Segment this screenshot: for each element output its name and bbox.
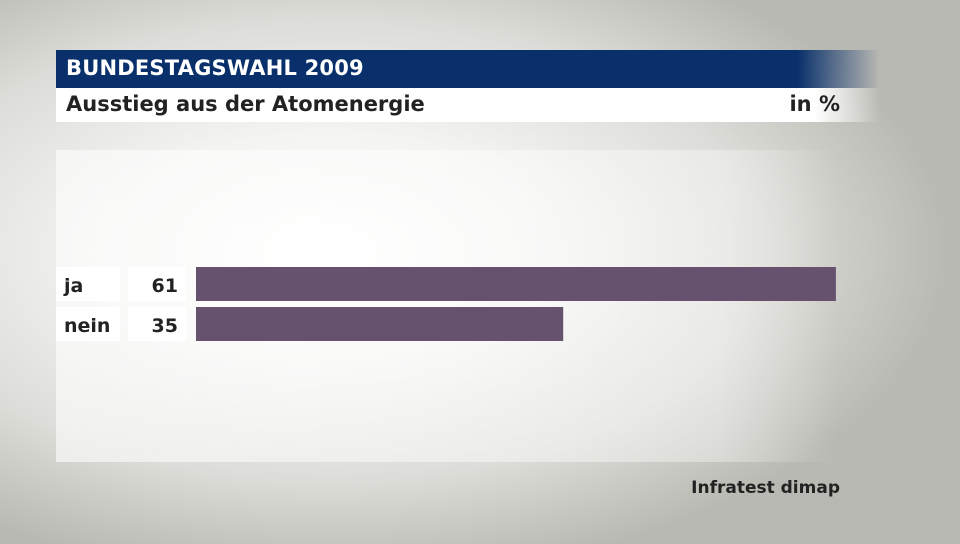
category-label-box	[56, 307, 120, 341]
header-band: BUNDESTAGSWAHL 2009	[56, 50, 880, 88]
subtitle-band: Ausstieg aus der Atomenergie in %	[56, 88, 880, 122]
value-label-box	[128, 267, 186, 301]
bar-nein	[196, 307, 564, 341]
header-title: BUNDESTAGSWAHL 2009	[66, 56, 364, 80]
bar-ja	[196, 267, 836, 301]
value-label: 61	[152, 275, 178, 297]
source-label: Infratest dimap	[691, 478, 840, 498]
chart-subtitle: Ausstieg aus der Atomenergie	[66, 92, 425, 116]
value-label-box	[128, 307, 186, 341]
category-label: ja	[63, 275, 83, 297]
unit-label: in %	[789, 92, 840, 116]
category-label-box	[56, 267, 120, 301]
value-label: 35	[152, 315, 178, 337]
category-label: nein	[64, 315, 110, 337]
chart-panel	[56, 150, 836, 462]
